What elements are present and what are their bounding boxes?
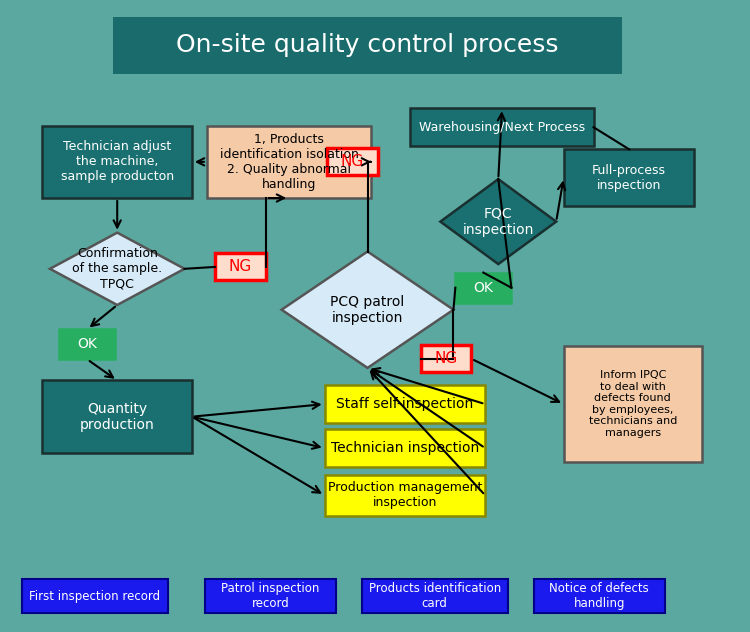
Text: Quantity
production: Quantity production: [80, 401, 154, 432]
Text: FQC
inspection: FQC inspection: [463, 207, 534, 237]
Text: Confirmation
of the sample.
TPQC: Confirmation of the sample. TPQC: [72, 247, 162, 290]
Text: PCQ patrol
inspection: PCQ patrol inspection: [331, 295, 405, 325]
Text: Production management
inspection: Production management inspection: [328, 482, 482, 509]
Text: First inspection record: First inspection record: [29, 590, 160, 602]
Text: On-site quality control process: On-site quality control process: [176, 33, 559, 58]
Text: NG: NG: [341, 154, 364, 169]
FancyBboxPatch shape: [410, 108, 593, 146]
FancyBboxPatch shape: [534, 579, 664, 613]
Text: NG: NG: [229, 259, 252, 274]
FancyBboxPatch shape: [325, 386, 485, 423]
Text: Notice of defects
handling: Notice of defects handling: [549, 582, 649, 610]
FancyBboxPatch shape: [421, 345, 472, 372]
FancyBboxPatch shape: [205, 579, 336, 613]
FancyBboxPatch shape: [113, 17, 622, 74]
Polygon shape: [50, 233, 184, 305]
Text: Technician adjust
the machine,
sample producton: Technician adjust the machine, sample pr…: [61, 140, 174, 183]
FancyBboxPatch shape: [43, 380, 192, 453]
Text: OK: OK: [473, 281, 494, 295]
Polygon shape: [281, 252, 454, 368]
FancyBboxPatch shape: [22, 579, 168, 613]
Text: OK: OK: [77, 337, 98, 351]
FancyBboxPatch shape: [207, 126, 371, 198]
Text: Technician inspection: Technician inspection: [331, 441, 479, 455]
Text: Warehousing/Next Process: Warehousing/Next Process: [419, 121, 585, 134]
FancyBboxPatch shape: [327, 149, 378, 175]
FancyBboxPatch shape: [564, 149, 694, 206]
FancyBboxPatch shape: [362, 579, 508, 613]
Text: 1, Products
identification isolation
2. Quality abnormal
handling: 1, Products identification isolation 2. …: [220, 133, 358, 191]
FancyBboxPatch shape: [455, 272, 512, 303]
FancyBboxPatch shape: [43, 126, 192, 198]
FancyBboxPatch shape: [325, 429, 485, 467]
Text: Full-process
inspection: Full-process inspection: [592, 164, 666, 191]
Text: Inform IPQC
to deal with
defects found
by employees,
technicians and
managers: Inform IPQC to deal with defects found b…: [589, 370, 677, 438]
FancyBboxPatch shape: [59, 329, 116, 360]
FancyBboxPatch shape: [564, 346, 702, 462]
Text: Staff self-inspection: Staff self-inspection: [336, 397, 473, 411]
Text: Patrol inspection
record: Patrol inspection record: [221, 582, 320, 610]
FancyBboxPatch shape: [215, 253, 266, 281]
Polygon shape: [440, 179, 556, 264]
Text: Products identification
card: Products identification card: [369, 582, 501, 610]
FancyBboxPatch shape: [325, 475, 485, 516]
Text: NG: NG: [434, 351, 457, 367]
